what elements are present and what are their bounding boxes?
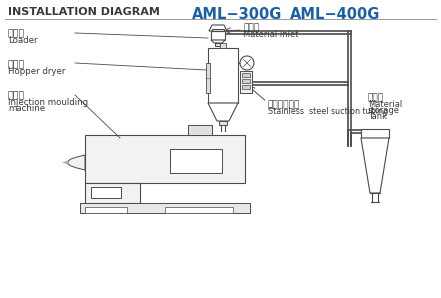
Polygon shape [68,155,85,170]
Bar [85,183,140,203]
Text: Material: Material [368,100,402,109]
Text: 不錄鬼吸料管: 不錄鬼吸料管 [268,100,300,109]
Bar [219,121,227,125]
Bar [361,129,389,138]
Text: 吸料口: 吸料口 [243,23,259,32]
Bar [212,29,224,31]
Text: storage: storage [368,106,400,115]
Text: machine: machine [8,104,45,113]
Polygon shape [63,161,68,164]
Bar [85,207,127,213]
Text: 吸料機: 吸料機 [8,29,25,38]
Text: AML−300G: AML−300G [192,7,282,22]
Bar [211,31,225,40]
Polygon shape [208,103,238,121]
Text: Hopper dryer: Hopper dryer [8,67,65,76]
Bar [91,187,121,198]
Polygon shape [361,138,389,193]
Bar [85,135,245,183]
Text: Tank: Tank [368,112,387,121]
Text: INSTALLATION DIAGRAM: INSTALLATION DIAGRAM [8,7,160,17]
Bar [242,79,250,83]
Text: 注塑機: 注塑機 [8,91,25,100]
Bar [220,43,226,48]
Bar [240,71,252,93]
Bar [206,63,210,93]
Bar [208,48,238,103]
Bar [188,125,212,135]
Text: AML−400G: AML−400G [290,7,381,22]
Bar [170,149,222,173]
Text: Stainless  steel suction tubing: Stainless steel suction tubing [268,107,388,116]
Text: Material inlet: Material inlet [243,30,299,39]
Text: 儲料桶: 儲料桶 [368,93,384,102]
Polygon shape [209,25,227,31]
Text: Injection moulding: Injection moulding [8,98,88,107]
Text: 帹燥機: 帹燥機 [8,60,25,69]
Text: Loader: Loader [8,36,37,45]
Bar [80,203,250,213]
Bar [242,85,250,89]
Circle shape [240,56,254,70]
Bar [242,73,250,77]
Bar [215,43,221,46]
Polygon shape [211,40,225,43]
Bar [165,207,233,213]
